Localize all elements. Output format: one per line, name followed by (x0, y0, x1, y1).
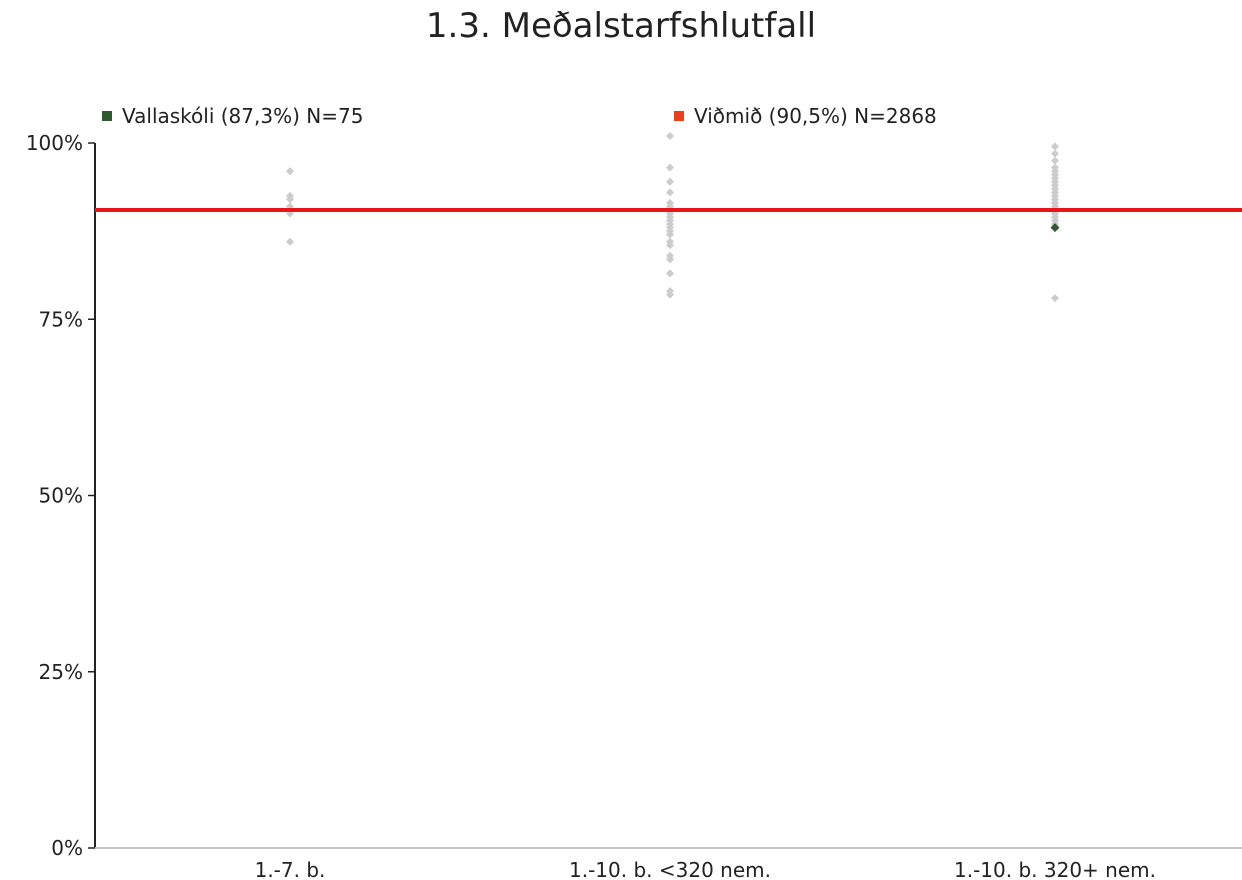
data-point (1051, 149, 1059, 158)
legend-item-vidmid: Viðmið (90,5%) N=2868 (674, 103, 937, 129)
data-point (666, 241, 674, 250)
y-tick-label: 25% (39, 660, 83, 684)
y-tick-label: 100% (26, 131, 83, 155)
data-point (286, 167, 294, 176)
chart-title: 1.3. Meðalstarfshlutfall (425, 6, 817, 46)
legend-swatch-vallaskoli (102, 111, 112, 121)
y-tick-label: 75% (39, 307, 83, 331)
data-point (666, 230, 674, 239)
data-point (666, 255, 674, 264)
data-point (666, 188, 674, 197)
data-point (1051, 142, 1059, 151)
data-point (286, 237, 294, 246)
data-point (1051, 294, 1059, 303)
data-point (666, 177, 674, 186)
highlight-point (1050, 223, 1060, 233)
legend-item-vallaskoli: Vallaskóli (87,3%) N=75 (102, 103, 363, 129)
data-point (1051, 156, 1059, 165)
legend-label-vidmid: Viðmið (90,5%) N=2868 (694, 104, 937, 128)
data-point (666, 290, 674, 299)
legend-label-vallaskoli: Vallaskóli (87,3%) N=75 (122, 104, 364, 128)
data-point (286, 195, 294, 204)
x-tick-label: 1.-10. b. 320+ nem. (954, 858, 1156, 880)
y-tick-label: 0% (51, 836, 83, 860)
data-point (666, 131, 674, 140)
legend-swatch-vidmid (674, 111, 684, 121)
x-tick-label: 1.-10. b. <320 nem. (569, 858, 771, 880)
data-point (666, 163, 674, 172)
data-point (666, 269, 674, 278)
x-tick-label: 1.-7. b. (255, 858, 326, 880)
y-tick-label: 50% (39, 484, 83, 508)
